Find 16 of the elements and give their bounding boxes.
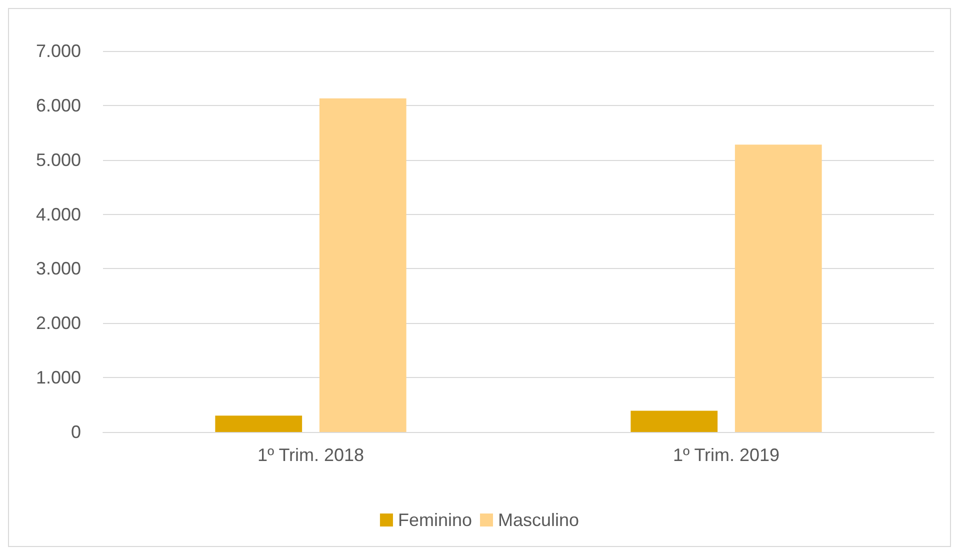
- y-tick-label: 6.000: [36, 95, 81, 116]
- bar: [319, 98, 406, 432]
- y-tick-label: 2.000: [36, 313, 81, 334]
- y-tick-label: 4.000: [36, 204, 81, 224]
- bar: [215, 416, 302, 432]
- x-tick-label: 1º Trim. 2018: [257, 445, 364, 465]
- legend-label: Feminino: [398, 510, 472, 530]
- x-tick-label: 1º Trim. 2019: [672, 445, 780, 465]
- y-tick-label: 3.000: [36, 258, 81, 279]
- y-tick-label: 7.000: [36, 41, 81, 61]
- y-tick-label: 0: [70, 422, 81, 442]
- bar: [734, 144, 822, 432]
- bar: [630, 410, 718, 432]
- y-tick-label: 5.000: [36, 150, 81, 170]
- legend-label: Masculino: [498, 510, 580, 530]
- y-tick-label: 1.000: [36, 368, 81, 388]
